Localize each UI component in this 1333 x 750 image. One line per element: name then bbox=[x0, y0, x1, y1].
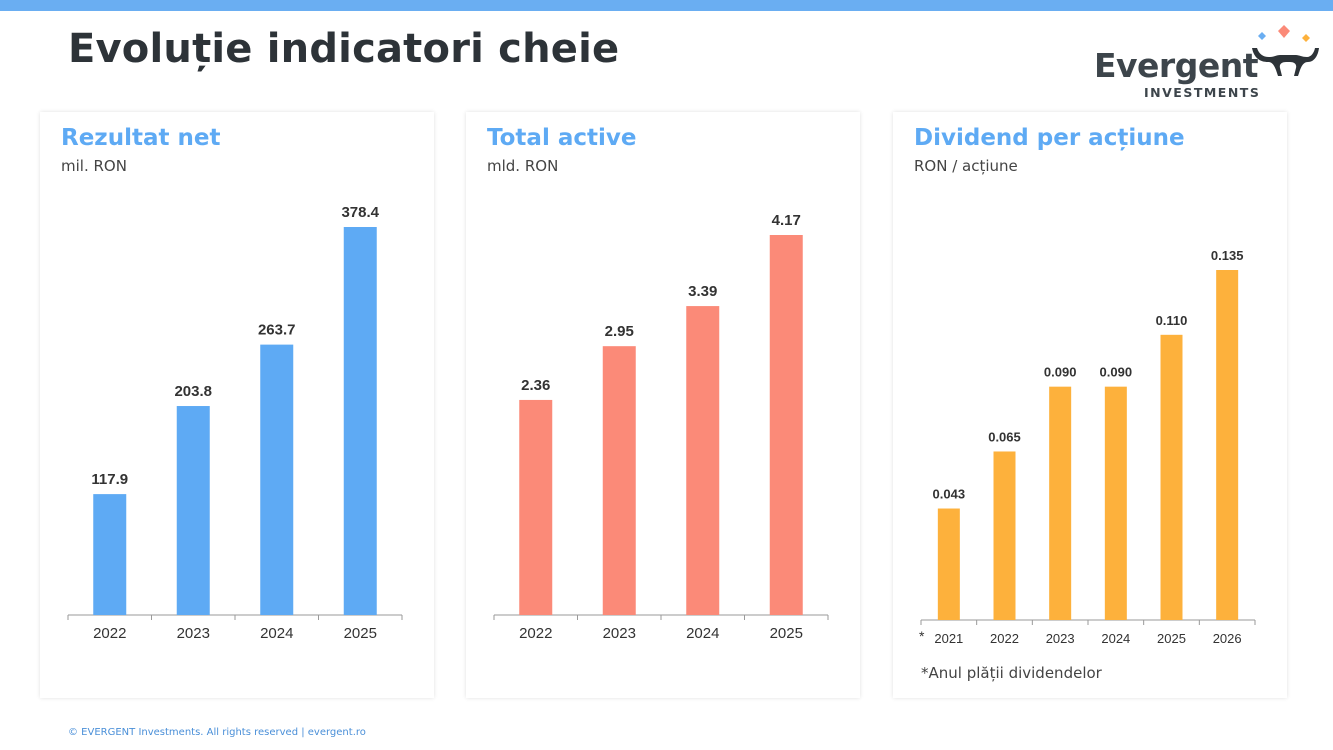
data-label: 4.17 bbox=[772, 212, 801, 229]
axis-marker: * bbox=[919, 628, 925, 644]
bar bbox=[519, 399, 553, 615]
x-tick-label: 2022 bbox=[93, 625, 126, 642]
bar bbox=[343, 227, 377, 615]
bar bbox=[1104, 386, 1127, 620]
chart-dividend-per-actiune: 0.043 2021 0.065 2022 0.090 2023 0.090 2024 0.11… bbox=[919, 248, 1256, 646]
data-label: 2.36 bbox=[521, 377, 550, 394]
x-tick-label: 2024 bbox=[260, 625, 293, 642]
bar bbox=[260, 344, 294, 615]
footer-copyright: © EVERGENT Investments. All rights reser… bbox=[68, 727, 366, 738]
bar bbox=[686, 306, 720, 615]
bar bbox=[602, 346, 636, 615]
bar bbox=[993, 451, 1016, 620]
data-label: 0.090 bbox=[1044, 365, 1077, 380]
x-tick-label: 2023 bbox=[1046, 631, 1075, 646]
logo-mark-icon bbox=[1252, 25, 1319, 76]
logo-wordmark: Evergent bbox=[1094, 46, 1258, 85]
page-title: Evoluție indicatori cheie bbox=[68, 26, 620, 72]
x-tick-label: 2022 bbox=[519, 625, 552, 642]
data-label: 203.8 bbox=[174, 383, 212, 400]
x-tick-label: 2025 bbox=[344, 625, 377, 642]
x-tick-label: 2022 bbox=[990, 631, 1019, 646]
top-accent-bar bbox=[0, 0, 1333, 11]
data-label: 0.135 bbox=[1211, 248, 1244, 263]
card-rezultat-net: Rezultat net mil. RON 117.9 2022 203.8 2023… bbox=[40, 112, 434, 698]
card-dividend-per-actiune: Dividend per acțiune RON / acțiune 0.043… bbox=[893, 112, 1287, 698]
x-tick-label: 2026 bbox=[1213, 631, 1242, 646]
chart-footnote: *Anul plății dividendelor bbox=[921, 664, 1102, 682]
x-tick-label: 2024 bbox=[686, 625, 719, 642]
chart-rezultat-net: 117.9 2022 203.8 2023 263.7 2024 378.4 2025 bbox=[67, 204, 403, 642]
data-label: 3.39 bbox=[688, 283, 717, 300]
data-label: 117.9 bbox=[91, 471, 128, 488]
bar bbox=[1049, 386, 1072, 620]
card-unit: mil. RON bbox=[61, 157, 127, 175]
data-label: 0.065 bbox=[988, 429, 1021, 444]
x-tick-label: 2023 bbox=[603, 625, 636, 642]
chart-total-active: 2.36 2022 2.95 2023 3.39 2024 4.17 2025 bbox=[493, 212, 829, 642]
x-tick-label: 2025 bbox=[770, 625, 803, 642]
data-label: 378.4 bbox=[341, 204, 379, 221]
evergent-logo: Evergent INVESTMENTS bbox=[1094, 24, 1324, 104]
card-total-active: Total active mld. RON 2.36 2022 2.95 2023 3.… bbox=[466, 112, 860, 698]
bar bbox=[1160, 334, 1183, 620]
data-label: 0.110 bbox=[1156, 313, 1188, 328]
logo-subtitle: INVESTMENTS bbox=[1144, 85, 1261, 100]
x-tick-label: 2024 bbox=[1101, 631, 1130, 646]
bar bbox=[176, 406, 210, 615]
data-label: 263.7 bbox=[258, 322, 296, 339]
bar bbox=[93, 494, 127, 615]
data-label: 0.043 bbox=[933, 487, 966, 502]
x-tick-label: 2023 bbox=[177, 625, 210, 642]
card-title: Dividend per acțiune bbox=[914, 125, 1185, 151]
x-tick-label: 2025 bbox=[1157, 631, 1186, 646]
card-unit: RON / acțiune bbox=[914, 157, 1018, 175]
card-title: Total active bbox=[487, 125, 637, 151]
data-label: 2.95 bbox=[605, 323, 634, 340]
data-label: 0.090 bbox=[1100, 365, 1133, 380]
bar bbox=[769, 235, 803, 615]
card-title: Rezultat net bbox=[61, 125, 221, 151]
card-unit: mld. RON bbox=[487, 157, 559, 175]
x-tick-label: 2021 bbox=[934, 631, 963, 646]
bar bbox=[937, 508, 960, 620]
bar bbox=[1216, 270, 1239, 620]
